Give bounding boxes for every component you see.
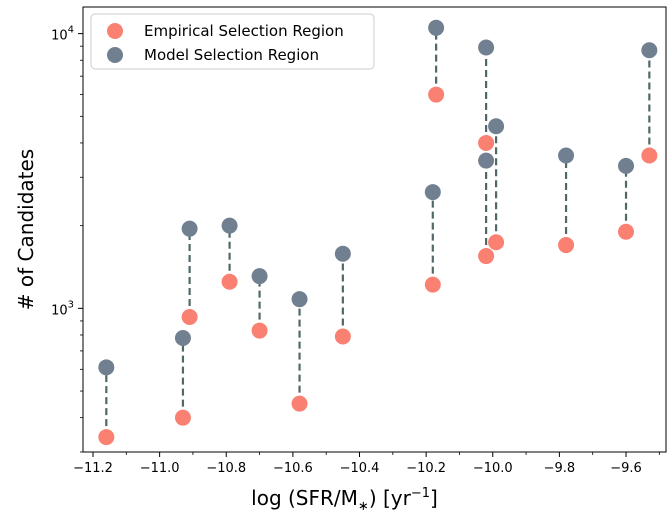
model-point: [641, 42, 658, 59]
x-tick-label: −10.8: [206, 461, 246, 476]
empirical-point: [478, 248, 495, 265]
model-point: [98, 359, 115, 376]
x-axis: −11.2 −11.0 −10.8 −10.6 −10.4 −10.2 −10.0 −9.8 −…: [73, 452, 660, 476]
empirical-point: [428, 86, 445, 103]
model-point: [251, 268, 268, 285]
data-points: [98, 19, 658, 446]
y-axis-label: # of Candidates: [14, 149, 38, 310]
y-tick-label: 104: [51, 25, 74, 44]
y-axis: 103 104: [51, 25, 83, 453]
model-point: [424, 184, 441, 201]
empirical-point: [424, 276, 441, 293]
model-point: [428, 19, 445, 36]
empirical-point: [618, 223, 635, 240]
model-point: [291, 291, 308, 308]
empirical-point: [221, 273, 238, 290]
x-tick-label: −9.6: [610, 461, 642, 476]
empirical-point: [98, 429, 115, 446]
x-tick-label: −10.2: [406, 461, 446, 476]
empirical-point: [181, 309, 198, 326]
x-tick-label: −10.6: [273, 461, 313, 476]
model-point: [618, 157, 635, 174]
model-point: [221, 217, 238, 234]
empirical-point: [558, 237, 575, 254]
model-point: [181, 220, 198, 237]
legend-box: [90, 13, 375, 70]
x-tick-label: −10.4: [340, 461, 380, 476]
connector-lines: [105, 27, 651, 438]
legend-marker-empirical: [107, 23, 123, 39]
empirical-point: [291, 395, 308, 412]
model-point: [558, 147, 575, 164]
x-tick-label: −11.0: [140, 461, 180, 476]
model-point: [488, 118, 505, 135]
empirical-point: [174, 409, 191, 426]
legend-label-model: Model Selection Region: [144, 46, 319, 64]
empirical-point: [488, 234, 505, 251]
model-point: [478, 152, 495, 169]
empirical-point: [478, 134, 495, 151]
y-tick-label: 103: [51, 299, 74, 318]
empirical-point: [251, 322, 268, 339]
empirical-point: [641, 147, 658, 164]
model-point: [334, 245, 351, 262]
legend: Empirical Selection Region Model Selectio…: [90, 13, 375, 70]
plot-frame: [82, 6, 667, 453]
model-point: [174, 329, 191, 346]
legend-marker-model: [107, 47, 123, 63]
legend-label-empirical: Empirical Selection Region: [144, 22, 344, 40]
model-point: [478, 39, 495, 56]
x-tick-label: −10.0: [473, 461, 513, 476]
x-tick-label: −9.8: [544, 461, 576, 476]
empirical-point: [334, 328, 351, 345]
x-axis-label: log (SFR/M∗) [yr−1]: [251, 486, 438, 513]
x-tick-label: −11.2: [73, 461, 113, 476]
